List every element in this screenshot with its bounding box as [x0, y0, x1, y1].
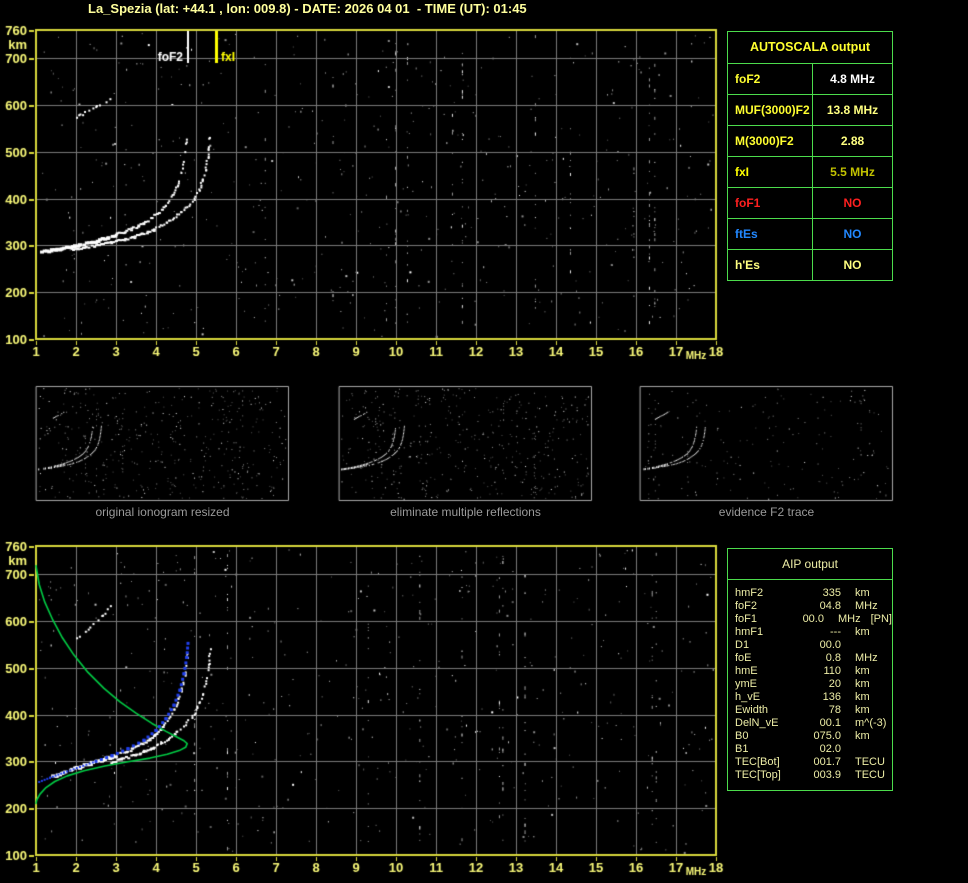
aip-output-table: AIP output hmF2 335 km foF2 04.8 MHz foF1 00.0 M…: [727, 548, 893, 791]
autoscala-row-label: h'Es: [735, 258, 760, 272]
autoscala-row-ftes: ftEs NO: [728, 218, 892, 249]
autoscala-output-table: AUTOSCALA output foF2 4.8 MHz MUF(3000)F2 1…: [727, 31, 893, 281]
aip-row-value: 075.0: [813, 730, 841, 742]
thumbnail-caption-evidence: evidence F2 trace: [718, 505, 815, 519]
aip-row-value: ---: [830, 626, 841, 638]
aip-row-value: 00.1: [819, 717, 841, 729]
aip-row-ewidth: Ewidth 78 km: [735, 704, 892, 717]
aip-row-hve: h_vE 136 km: [735, 691, 892, 704]
aip-row-value: 110: [823, 665, 841, 677]
aip-row-value: 00.0: [819, 639, 841, 651]
aip-row-label: foE: [735, 652, 752, 664]
aip-row-tecbot: TEC[Bot] 001.7 TECU: [735, 756, 892, 769]
autoscala-row-muf3000f2: MUF(3000)F2 13.8 MHz: [728, 94, 892, 125]
aip-row-value: 136: [822, 691, 841, 703]
autoscala-row-value: 5.5 MHz: [812, 157, 892, 187]
aip-row-value: 02.0: [819, 743, 841, 755]
autoscala-row-value: NO: [812, 250, 892, 280]
autoscala-row-value: 2.88: [812, 126, 892, 156]
autoscala-row-label: fxI: [735, 165, 750, 179]
autoscala-row-m3000f2: M(3000)F2 2.88: [728, 125, 892, 156]
aip-row-label: foF2: [735, 600, 758, 612]
aip-row-label: hmF1: [735, 626, 764, 638]
aip-row-hmf1: hmF1 --- km: [735, 626, 892, 639]
thumbnail-caption-eliminate: eliminate multiple reflections: [390, 505, 541, 519]
aip-row-unit: TECU: [855, 769, 885, 781]
aip-row-fof2: foF2 04.8 MHz: [735, 600, 892, 613]
aip-row-label: Ewidth: [735, 704, 769, 716]
aip-row-label: ymE: [735, 678, 757, 690]
autoscala-row-fof2: foF2 4.8 MHz: [728, 63, 892, 94]
autoscala-table-title: AUTOSCALA output: [749, 40, 871, 54]
aip-row-unit: km: [855, 587, 870, 599]
aip-row-unit: MHz: [855, 652, 878, 664]
aip-row-label: B1: [735, 743, 749, 755]
aip-row-label: foF1: [735, 613, 758, 625]
aip-row-unit: MHz: [837, 613, 861, 625]
autoscala-row-fxi: fxI 5.5 MHz: [728, 156, 892, 187]
aip-row-label: B0: [735, 730, 749, 742]
aip-row-label: hmE: [735, 665, 758, 677]
aip-row-foe: foE 0.8 MHz: [735, 652, 892, 665]
aip-row-b1: B1 02.0: [735, 743, 892, 756]
aip-row-unit: km: [855, 730, 870, 742]
page-title: La_Spezia (lat: +44.1 , lon: 009.8) - DA…: [88, 1, 527, 16]
autoscala-row-label: foF1: [735, 196, 761, 210]
aip-row-label: DelN_vE: [735, 717, 779, 729]
aip-row-unit: m^(-3): [855, 717, 887, 729]
aip-row-unit: km: [855, 704, 870, 716]
aip-row-value: 335: [822, 587, 841, 599]
aip-row-value: 0.8: [825, 652, 841, 664]
aip-row-label: h_vE: [735, 691, 761, 703]
autoscala-row-value: 4.8 MHz: [812, 64, 892, 94]
autoscala-row-label: M(3000)F2: [735, 134, 794, 148]
aip-row-label: TEC[Bot]: [735, 756, 780, 768]
aip-row-unit: MHz: [855, 600, 878, 612]
aip-row-tectop: TEC[Top] 003.9 TECU: [735, 769, 892, 782]
aip-row-unit: km: [855, 626, 870, 638]
aip-row-delnve: DelN_vE 00.1 m^(-3): [735, 717, 892, 730]
autoscala-row-fof1: foF1 NO: [728, 187, 892, 218]
aip-row-unit: km: [855, 691, 870, 703]
aip-row-hme: hmE 110 km: [735, 665, 892, 678]
thumbnail-caption-original: original ionogram resized: [95, 505, 230, 519]
aip-row-value: 00.0: [802, 613, 824, 625]
aip-row-label: D1: [735, 639, 750, 651]
aip-row-value: 04.8: [819, 600, 841, 612]
aip-row-value: 20: [828, 678, 841, 690]
aip-row-value: 003.9: [813, 769, 841, 781]
autoscala-row-value: NO: [812, 219, 892, 249]
aip-row-b0: B0 075.0 km: [735, 730, 892, 743]
aip-row-unit: TECU: [855, 756, 885, 768]
aip-row-fof1: foF1 00.0 MHz [PN]: [735, 613, 892, 626]
autoscala-row-label: MUF(3000)F2: [735, 103, 810, 117]
aip-table-title: AIP output: [728, 549, 892, 580]
aip-row-unit: km: [855, 678, 870, 690]
aip-row-unit: km: [855, 665, 870, 677]
aip-row-yme: ymE 20 km: [735, 678, 892, 691]
autoscala-row-label: foF2: [735, 72, 761, 86]
aip-row-d1: D1 00.0: [735, 639, 892, 652]
aip-row-label: TEC[Top]: [735, 769, 781, 781]
autoscala-row-value: 13.8 MHz: [812, 95, 892, 125]
aip-row-label: hmF2: [735, 587, 764, 599]
autoscala-row-hes: h'Es NO: [728, 249, 892, 280]
aip-row-value: 001.7: [813, 756, 841, 768]
aip-row-note: [PN]: [870, 613, 892, 625]
autoscala-row-value: NO: [812, 188, 892, 218]
autoscala-row-label: ftEs: [735, 227, 758, 241]
aip-row-hmf2: hmF2 335 km: [735, 587, 892, 600]
aip-row-value: 78: [828, 704, 841, 716]
